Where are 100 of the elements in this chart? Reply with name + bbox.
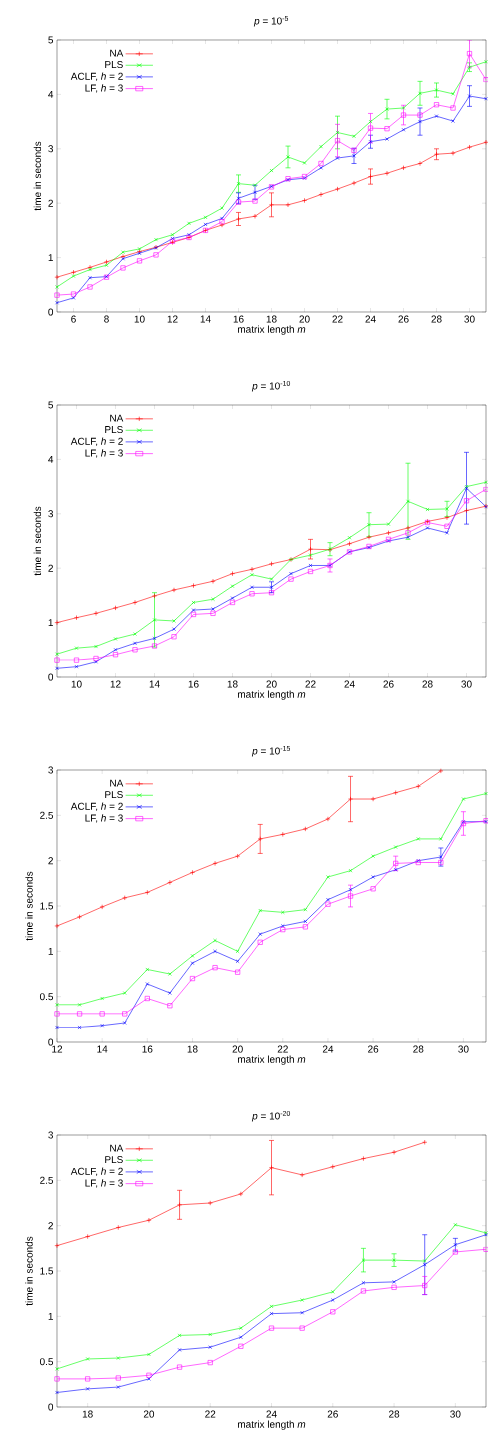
point	[152, 618, 157, 622]
point	[145, 982, 150, 986]
y-tick-label: 1	[48, 254, 53, 262]
point	[87, 284, 93, 290]
legend-label: ACLF, h = 2	[70, 72, 123, 82]
point	[466, 51, 472, 57]
point	[94, 644, 98, 649]
point	[384, 126, 390, 132]
x-tick-label: 26	[327, 1410, 338, 1418]
point	[425, 507, 430, 512]
legend-label: NA	[110, 49, 124, 57]
point	[318, 191, 324, 197]
point	[307, 546, 313, 552]
point	[269, 1304, 274, 1309]
point	[210, 610, 216, 616]
chart-title: p = 10$^{-20}$	[251, 1110, 290, 1122]
point	[211, 597, 215, 602]
point	[330, 1164, 336, 1170]
point	[360, 1156, 366, 1162]
point	[299, 1325, 305, 1331]
point	[54, 657, 60, 663]
point	[347, 893, 353, 899]
point	[77, 1002, 82, 1007]
point	[422, 1262, 427, 1267]
point	[258, 932, 262, 936]
point	[144, 995, 150, 1001]
point	[385, 107, 389, 111]
point	[207, 1200, 213, 1206]
point	[172, 627, 176, 631]
point	[167, 879, 173, 885]
x-tick-label: 24	[365, 315, 376, 323]
point	[302, 924, 308, 930]
point	[85, 1357, 90, 1361]
point	[190, 961, 195, 965]
point	[177, 1333, 182, 1338]
x-tick-label: 8	[104, 315, 109, 323]
point	[146, 1352, 151, 1357]
point	[250, 572, 254, 577]
point	[330, 1298, 335, 1302]
point	[351, 180, 357, 186]
point	[238, 1343, 244, 1349]
y-tick-label: 0	[48, 308, 53, 316]
point	[285, 202, 291, 208]
y-axis-title: time in seconds	[33, 506, 41, 576]
point	[115, 1375, 121, 1381]
point	[302, 161, 307, 165]
point	[348, 868, 353, 873]
point	[190, 611, 196, 617]
point	[368, 119, 373, 124]
point	[450, 150, 456, 156]
point	[88, 275, 92, 280]
point	[133, 641, 137, 646]
point	[384, 170, 390, 176]
x-tick-label: 30	[458, 1045, 469, 1053]
point	[167, 1003, 173, 1009]
point	[93, 610, 99, 616]
y-tick-label: 2	[48, 564, 53, 572]
point	[229, 571, 235, 577]
point	[334, 186, 340, 192]
point	[220, 206, 224, 210]
x-axis-title: matrix length m	[237, 690, 306, 700]
point	[211, 607, 215, 611]
point	[346, 541, 352, 547]
point	[422, 1283, 428, 1289]
point	[370, 886, 376, 892]
point	[444, 523, 450, 529]
x-tick-label: 20	[299, 315, 310, 323]
point	[120, 265, 126, 271]
x-tick-label: 20	[143, 1410, 155, 1418]
point	[167, 991, 172, 995]
point	[100, 1023, 104, 1028]
y-tick-label: 4	[48, 455, 54, 463]
point	[405, 530, 411, 536]
chart-title: p = 10$^{-15}$	[251, 745, 290, 757]
point	[280, 927, 286, 933]
point	[189, 869, 195, 875]
x-tick-label: 12	[52, 1045, 62, 1053]
point	[268, 1325, 274, 1331]
x-tick-label: 10	[134, 315, 145, 323]
point	[171, 587, 177, 593]
point	[461, 797, 466, 801]
point	[250, 585, 254, 590]
point	[122, 991, 127, 995]
point	[152, 636, 157, 641]
point	[176, 1364, 182, 1370]
point	[466, 144, 472, 150]
x-tick-label: 22	[205, 1410, 216, 1418]
point	[121, 250, 125, 255]
point	[113, 647, 118, 652]
point	[212, 965, 218, 971]
point	[238, 1326, 243, 1330]
x-tick-label: 14	[200, 315, 211, 323]
y-tick-label: 0.5	[39, 1358, 53, 1366]
legend-label: ACLF, h = 2	[70, 437, 123, 447]
point	[235, 969, 241, 975]
point	[280, 831, 286, 837]
point	[385, 530, 391, 536]
point	[100, 996, 104, 1001]
y-tick-label: 3	[48, 1131, 53, 1139]
point	[190, 583, 196, 589]
